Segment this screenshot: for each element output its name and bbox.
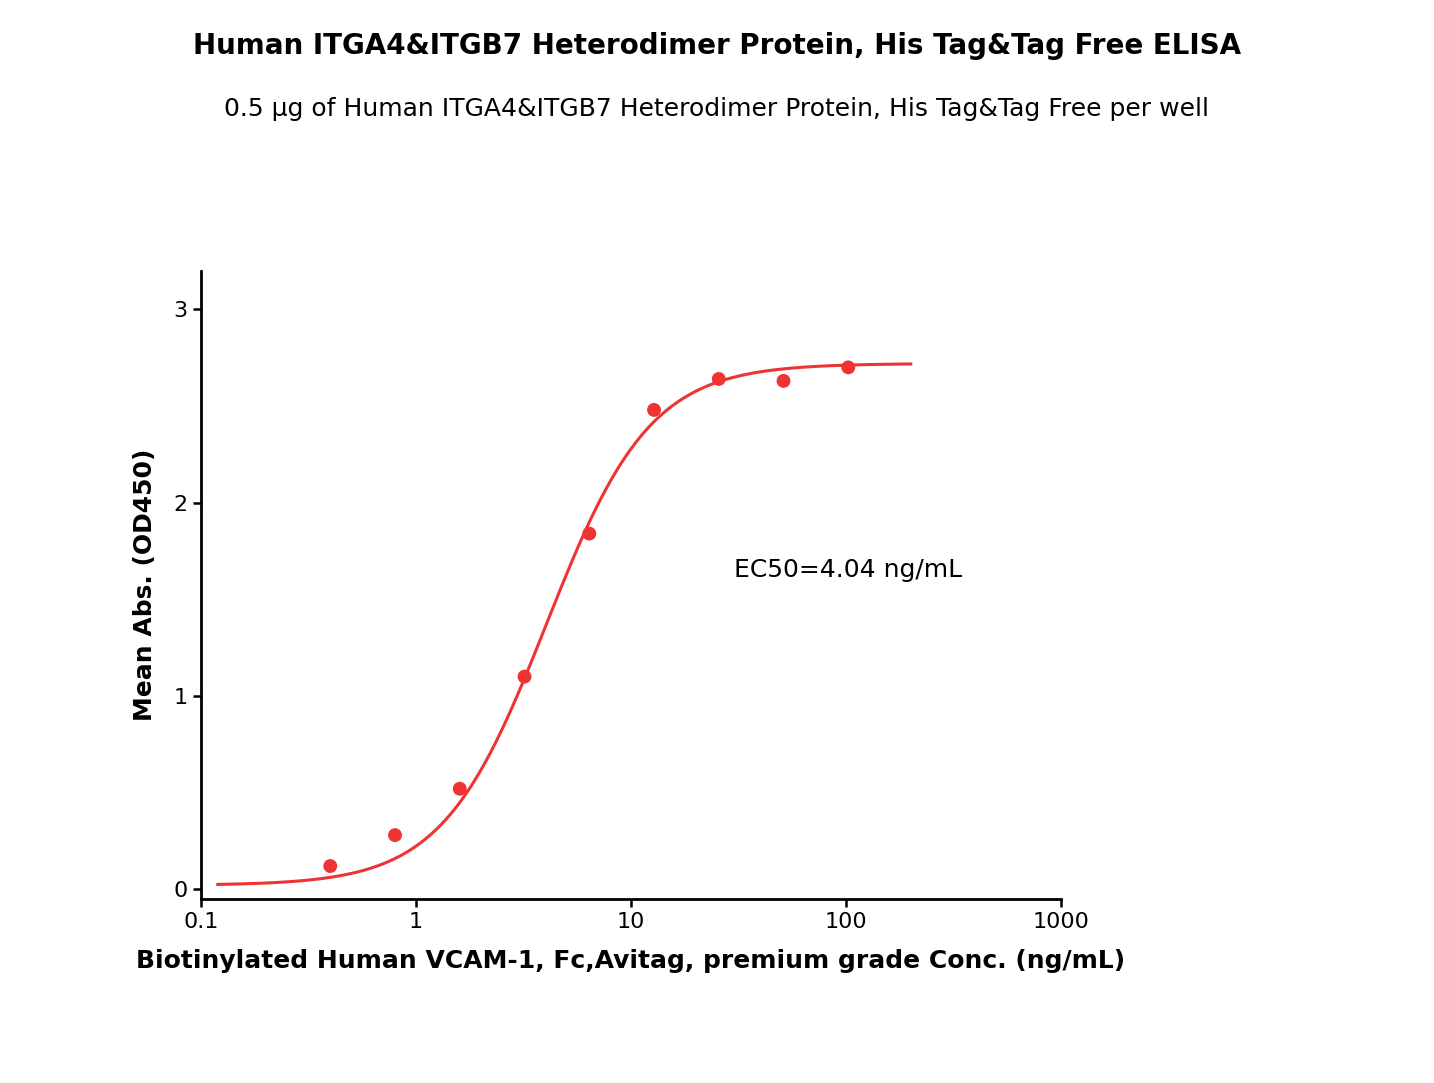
Point	[318, 858, 341, 875]
Y-axis label: Mean Abs. (OD450): Mean Abs. (OD450)	[133, 448, 156, 721]
Point	[771, 373, 794, 390]
Point	[642, 401, 665, 418]
Point	[578, 525, 601, 543]
Point	[383, 826, 406, 844]
Text: Human ITGA4&ITGB7 Heterodimer Protein, His Tag&Tag Free ELISA: Human ITGA4&ITGB7 Heterodimer Protein, H…	[194, 32, 1240, 61]
Point	[513, 668, 536, 686]
Text: 0.5 μg of Human ITGA4&ITGB7 Heterodimer Protein, His Tag&Tag Free per well: 0.5 μg of Human ITGA4&ITGB7 Heterodimer …	[225, 97, 1209, 121]
Point	[837, 358, 860, 376]
X-axis label: Biotinylated Human VCAM-1, Fc,Avitag, premium grade Conc. (ng/mL): Biotinylated Human VCAM-1, Fc,Avitag, pr…	[136, 949, 1126, 973]
Point	[707, 370, 730, 388]
Text: EC50=4.04 ng/mL: EC50=4.04 ng/mL	[734, 559, 962, 583]
Point	[449, 780, 472, 797]
